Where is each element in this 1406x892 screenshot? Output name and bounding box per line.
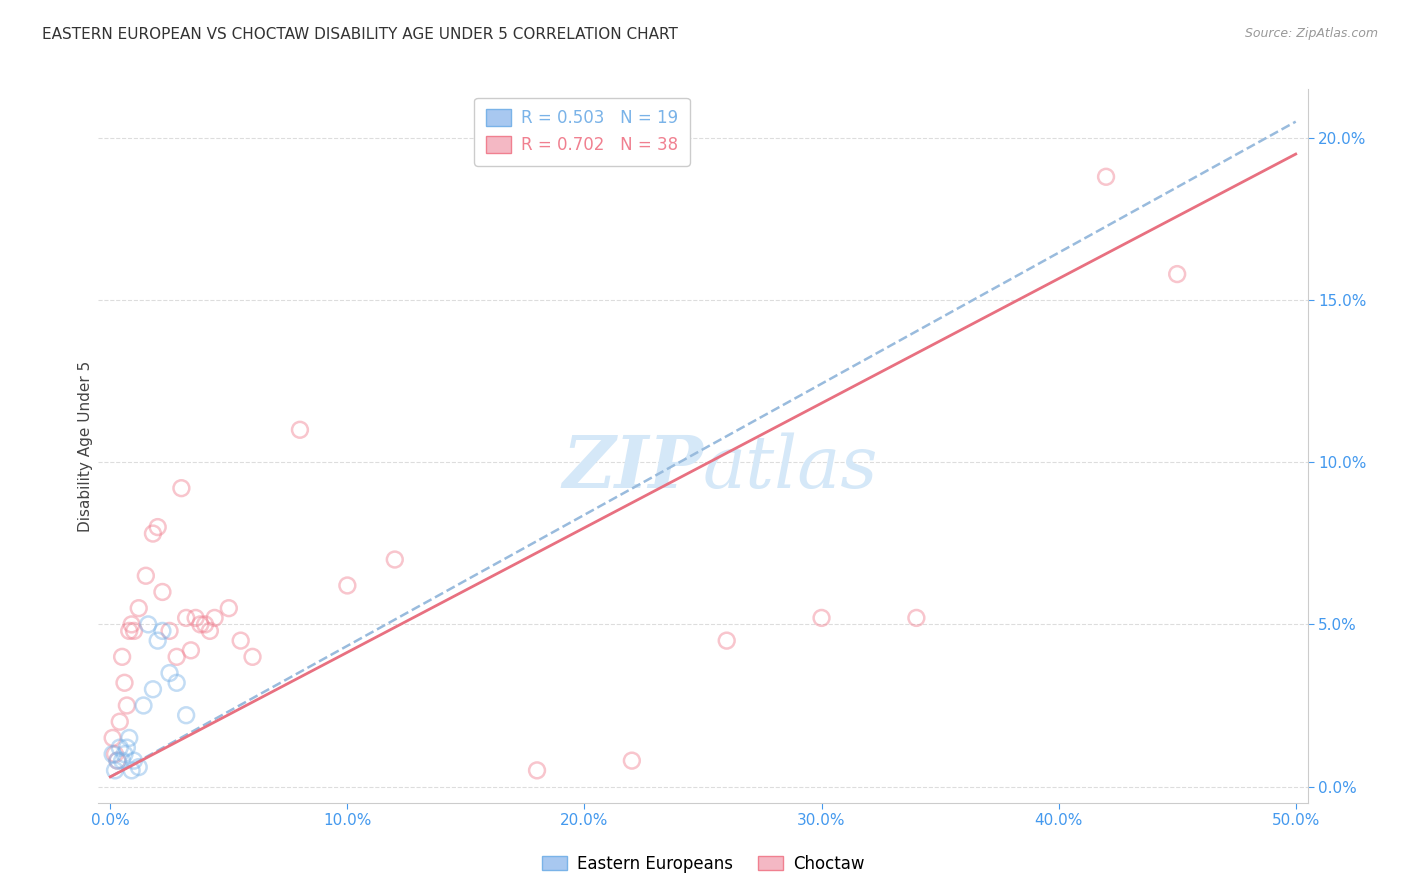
- Point: [132, 698, 155, 713]
- Point: [716, 633, 738, 648]
- Point: [121, 617, 143, 632]
- Point: [620, 754, 643, 768]
- Point: [170, 481, 193, 495]
- Point: [128, 601, 150, 615]
- Point: [108, 714, 131, 729]
- Point: [142, 682, 165, 697]
- Point: [114, 675, 136, 690]
- Point: [111, 649, 134, 664]
- Point: [229, 633, 252, 648]
- Point: [166, 675, 188, 690]
- Point: [101, 747, 124, 761]
- Point: [146, 520, 169, 534]
- Point: [810, 611, 832, 625]
- Point: [118, 731, 141, 745]
- Point: [905, 611, 928, 625]
- Point: [166, 649, 188, 664]
- Point: [115, 698, 138, 713]
- Point: [136, 617, 159, 632]
- Point: [174, 708, 197, 723]
- Point: [114, 747, 136, 761]
- Point: [104, 747, 127, 761]
- Point: [159, 666, 181, 681]
- Point: [115, 740, 138, 755]
- Point: [1095, 169, 1118, 184]
- Point: [122, 624, 145, 638]
- Point: [108, 740, 131, 755]
- Point: [152, 585, 174, 599]
- Point: [526, 764, 548, 778]
- Point: [104, 764, 127, 778]
- Text: EASTERN EUROPEAN VS CHOCTAW DISABILITY AGE UNDER 5 CORRELATION CHART: EASTERN EUROPEAN VS CHOCTAW DISABILITY A…: [42, 27, 678, 42]
- Point: [180, 643, 202, 657]
- Point: [135, 568, 157, 582]
- Point: [152, 624, 174, 638]
- Y-axis label: Disability Age Under 5: Disability Age Under 5: [77, 360, 93, 532]
- Point: [105, 754, 128, 768]
- Point: [198, 624, 221, 638]
- Point: [121, 764, 143, 778]
- Point: [190, 617, 212, 632]
- Point: [122, 754, 145, 768]
- Point: [242, 649, 264, 664]
- Text: ZIP: ZIP: [562, 432, 703, 503]
- Point: [174, 611, 197, 625]
- Point: [142, 526, 165, 541]
- Point: [194, 617, 217, 632]
- Point: [118, 624, 141, 638]
- Point: [288, 423, 311, 437]
- Point: [336, 578, 359, 592]
- Text: atlas: atlas: [703, 432, 879, 503]
- Point: [159, 624, 181, 638]
- Legend: R = 0.503   N = 19, R = 0.702   N = 38: R = 0.503 N = 19, R = 0.702 N = 38: [474, 97, 690, 166]
- Point: [128, 760, 150, 774]
- Point: [146, 633, 169, 648]
- Point: [384, 552, 406, 566]
- Legend: Eastern Europeans, Choctaw: Eastern Europeans, Choctaw: [536, 848, 870, 880]
- Point: [105, 754, 128, 768]
- Point: [218, 601, 240, 615]
- Point: [184, 611, 207, 625]
- Text: Source: ZipAtlas.com: Source: ZipAtlas.com: [1244, 27, 1378, 40]
- Point: [111, 754, 134, 768]
- Point: [101, 731, 124, 745]
- Point: [1166, 267, 1188, 281]
- Point: [204, 611, 226, 625]
